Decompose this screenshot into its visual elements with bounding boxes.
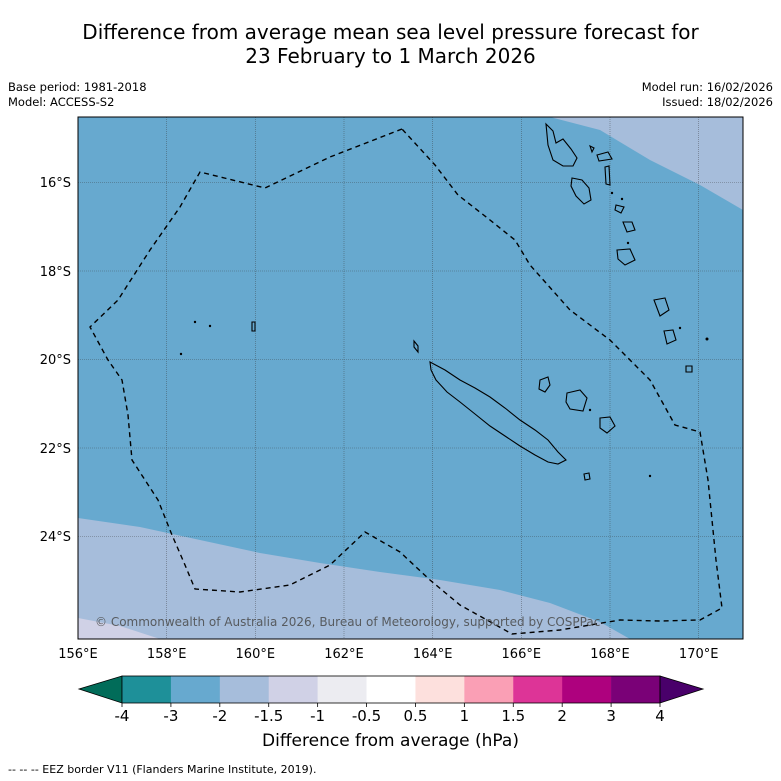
- mare-coast: [599, 416, 616, 434]
- epi-coast: [614, 204, 625, 214]
- base-period: Base period: 1981-2018: [8, 80, 147, 94]
- colorbar-tick-label: 4: [655, 707, 665, 725]
- lon-label: 168°E: [590, 647, 630, 662]
- espiritu-santo-coast: [545, 122, 578, 167]
- ouvea-coast: [538, 376, 551, 393]
- info-left: Base period: 1981-2018 Model: ACCESS-S2: [8, 80, 147, 110]
- eez-border: [89, 128, 723, 635]
- colorbar-ticks: -4 -3 -2 -1.5 -1 -0.5 0.5 1 1.5 2 3 4: [115, 703, 665, 725]
- lat-label: 22°S: [40, 442, 71, 457]
- islet: [193, 320, 197, 324]
- field-region-southwest: [78, 618, 160, 639]
- map-title: Difference from average mean sea level p…: [0, 20, 781, 68]
- eez-footnote: -- -- -- EEZ border V11 (Flanders Marine…: [8, 763, 317, 776]
- lat-label: 24°S: [40, 530, 71, 545]
- colorbar-segment: [268, 676, 318, 703]
- field-region-south: [78, 518, 630, 639]
- colorbar-label: Difference from average (hPa): [262, 731, 519, 751]
- title-line-1: Difference from average mean sea level p…: [82, 20, 699, 44]
- longitude-labels: 156°E 158°E 160°E 162°E 164°E 166°E 168°…: [58, 647, 718, 662]
- maewo-coast: [596, 151, 613, 162]
- latitude-labels: 16°S 18°S 20°S 22°S 24°S: [40, 176, 71, 545]
- colorbar-segment: [317, 676, 367, 703]
- hunter-island-coast: [685, 365, 693, 373]
- colorbar-outline: [121, 675, 661, 704]
- model-name: Model: ACCESS-S2: [8, 95, 115, 109]
- title-line-2: 23 February to 1 March 2026: [245, 44, 536, 68]
- colorbar-segment: [562, 676, 612, 703]
- colorbar-segment: [219, 676, 270, 703]
- colorbar-segment: [513, 676, 563, 703]
- islet: [626, 241, 630, 245]
- pentecost-coast: [604, 165, 611, 186]
- colorbar-segment: [464, 676, 514, 703]
- colorbar-segment: [415, 676, 465, 703]
- lon-label: 166°E: [502, 647, 542, 662]
- lat-label: 18°S: [40, 265, 71, 280]
- colorbar: -4 -3 -2 -1.5 -1 -0.5 0.5 1 1.5 2 3 4: [77, 675, 705, 725]
- lon-label: 158°E: [147, 647, 187, 662]
- lat-label: 16°S: [40, 176, 71, 191]
- colorbar-tick-label: -2: [212, 707, 227, 725]
- colorbar-tick-label: -1: [310, 707, 325, 725]
- coastlines: [251, 122, 693, 481]
- lon-label: 162°E: [324, 647, 364, 662]
- erromango-coast: [616, 248, 636, 266]
- field-region-northeast: [550, 117, 743, 210]
- new-caledonia-coast: [429, 361, 567, 465]
- aneityum-coast: [663, 329, 677, 345]
- colorbar-tick-label: 3: [606, 707, 616, 725]
- chesterfield-coast: [251, 321, 256, 332]
- islet: [610, 191, 614, 195]
- lon-label: 164°E: [413, 647, 453, 662]
- islet: [179, 352, 183, 356]
- lon-label: 156°E: [58, 647, 98, 662]
- colorbar-segment: [170, 676, 221, 703]
- lon-label: 160°E: [236, 647, 276, 662]
- islet: [208, 324, 212, 328]
- gridlines: [78, 117, 743, 639]
- islet: [678, 326, 682, 330]
- colorbar-tick-label: -3: [163, 707, 178, 725]
- islet: [648, 474, 652, 478]
- colorbar-over-arrow: [659, 675, 705, 704]
- model-run: Model run: 16/02/2026: [641, 80, 773, 94]
- colorbar-segment: [366, 676, 416, 703]
- tanna-coast: [653, 297, 670, 317]
- colorbar-tick-label: -0.5: [352, 707, 381, 725]
- malekula-coast: [570, 177, 592, 205]
- map-area: © Commonwealth of Australia 2026, Bureau…: [78, 117, 743, 639]
- colorbar-segment: [611, 676, 661, 703]
- efate-coast: [622, 221, 636, 233]
- islet: [705, 337, 709, 341]
- santa-cruz-coast: [589, 144, 595, 154]
- belep-islands-coast: [413, 339, 419, 354]
- colorbar-tick-label: 1.5: [501, 707, 525, 725]
- isle-of-pines-coast: [583, 472, 591, 481]
- lifou-coast: [565, 389, 588, 412]
- lat-label: 20°S: [40, 353, 71, 368]
- copyright-notice: © Commonwealth of Australia 2026, Bureau…: [95, 615, 600, 629]
- colorbar-tick-label: 1: [460, 707, 470, 725]
- lon-label: 170°E: [679, 647, 719, 662]
- colorbar-tick-label: 0.5: [404, 707, 428, 725]
- islet: [588, 408, 592, 412]
- small-islets: [179, 191, 709, 478]
- islet: [620, 197, 624, 201]
- issued-date: Issued: 18/02/2026: [662, 95, 773, 109]
- map-frame: [77, 116, 744, 640]
- colorbar-tick-label: 2: [557, 707, 567, 725]
- colorbar-segments: [122, 676, 661, 703]
- colorbar-tick-label: -1.5: [254, 707, 283, 725]
- colorbar-segment: [122, 676, 172, 703]
- info-right: Model run: 16/02/2026 Issued: 18/02/2026: [642, 80, 773, 110]
- colorbar-tick-label: -4: [115, 707, 130, 725]
- colorbar-under-arrow: [77, 675, 123, 704]
